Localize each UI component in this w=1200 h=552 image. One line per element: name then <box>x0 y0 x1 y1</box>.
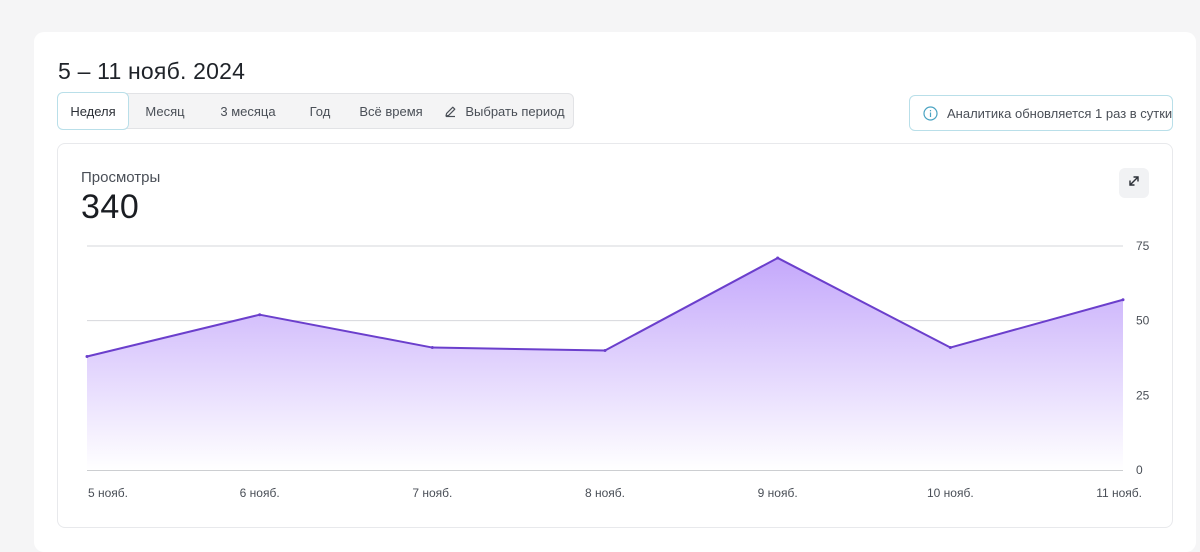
y-tick-label: 50 <box>1136 314 1150 328</box>
tab-choose-period[interactable]: Выбрать период <box>437 93 572 129</box>
area-fill <box>87 257 1123 470</box>
update-info-badge: Аналитика обновляется 1 раз в сутки <box>909 95 1173 131</box>
data-point <box>258 313 262 317</box>
tab-month[interactable]: Месяц <box>145 103 185 119</box>
tab-year[interactable]: Год <box>309 103 331 119</box>
x-tick-label: 8 нояб. <box>585 486 625 500</box>
data-point <box>776 256 780 260</box>
expand-button[interactable] <box>1119 168 1149 198</box>
analytics-card: 5 – 11 нояб. 2024 Неделя Месяц 3 месяца … <box>34 32 1196 552</box>
data-point <box>1121 298 1125 302</box>
x-tick-label: 7 нояб. <box>412 486 452 500</box>
y-tick-label: 75 <box>1136 239 1150 253</box>
x-tick-label: 9 нояб. <box>758 486 798 500</box>
metric-label: Просмотры <box>81 169 161 186</box>
x-tick-label: 5 нояб. <box>88 486 128 500</box>
data-point <box>603 349 607 353</box>
period-title: 5 – 11 нояб. 2024 <box>58 58 246 84</box>
y-tick-label: 0 <box>1136 463 1143 477</box>
x-tick-label: 11 нояб. <box>1096 486 1142 500</box>
x-tick-label: 6 нояб. <box>240 486 280 500</box>
data-point <box>85 355 89 359</box>
tab-all-time[interactable]: Всё время <box>359 103 423 119</box>
info-icon <box>923 105 938 121</box>
update-info-text: Аналитика обновляется 1 раз в сутки <box>947 105 1173 121</box>
period-tabs: Неделя Месяц 3 месяца Год Всё время Выбр… <box>57 92 574 130</box>
metric-value: 340 <box>81 188 140 226</box>
tab-week[interactable]: Неделя <box>57 92 129 130</box>
tab-3-months[interactable]: 3 месяца <box>220 103 276 119</box>
pencil-icon <box>444 105 457 118</box>
data-point <box>430 346 434 350</box>
views-area-chart: 0 25 50 75 5 нояб. 6 нояб. 7 нояб. 8 нояб. 9 ноя… <box>85 239 1150 500</box>
expand-icon <box>1127 174 1141 193</box>
tab-choose-period-label: Выбрать период <box>465 103 565 119</box>
data-point <box>948 346 952 350</box>
views-chart-panel: Просмотры 340 0 25 50 75 5 нояб. 6 нояб. 7 ноя… <box>57 143 1173 528</box>
y-tick-label: 25 <box>1136 388 1150 402</box>
x-tick-label: 10 нояб. <box>927 486 974 500</box>
